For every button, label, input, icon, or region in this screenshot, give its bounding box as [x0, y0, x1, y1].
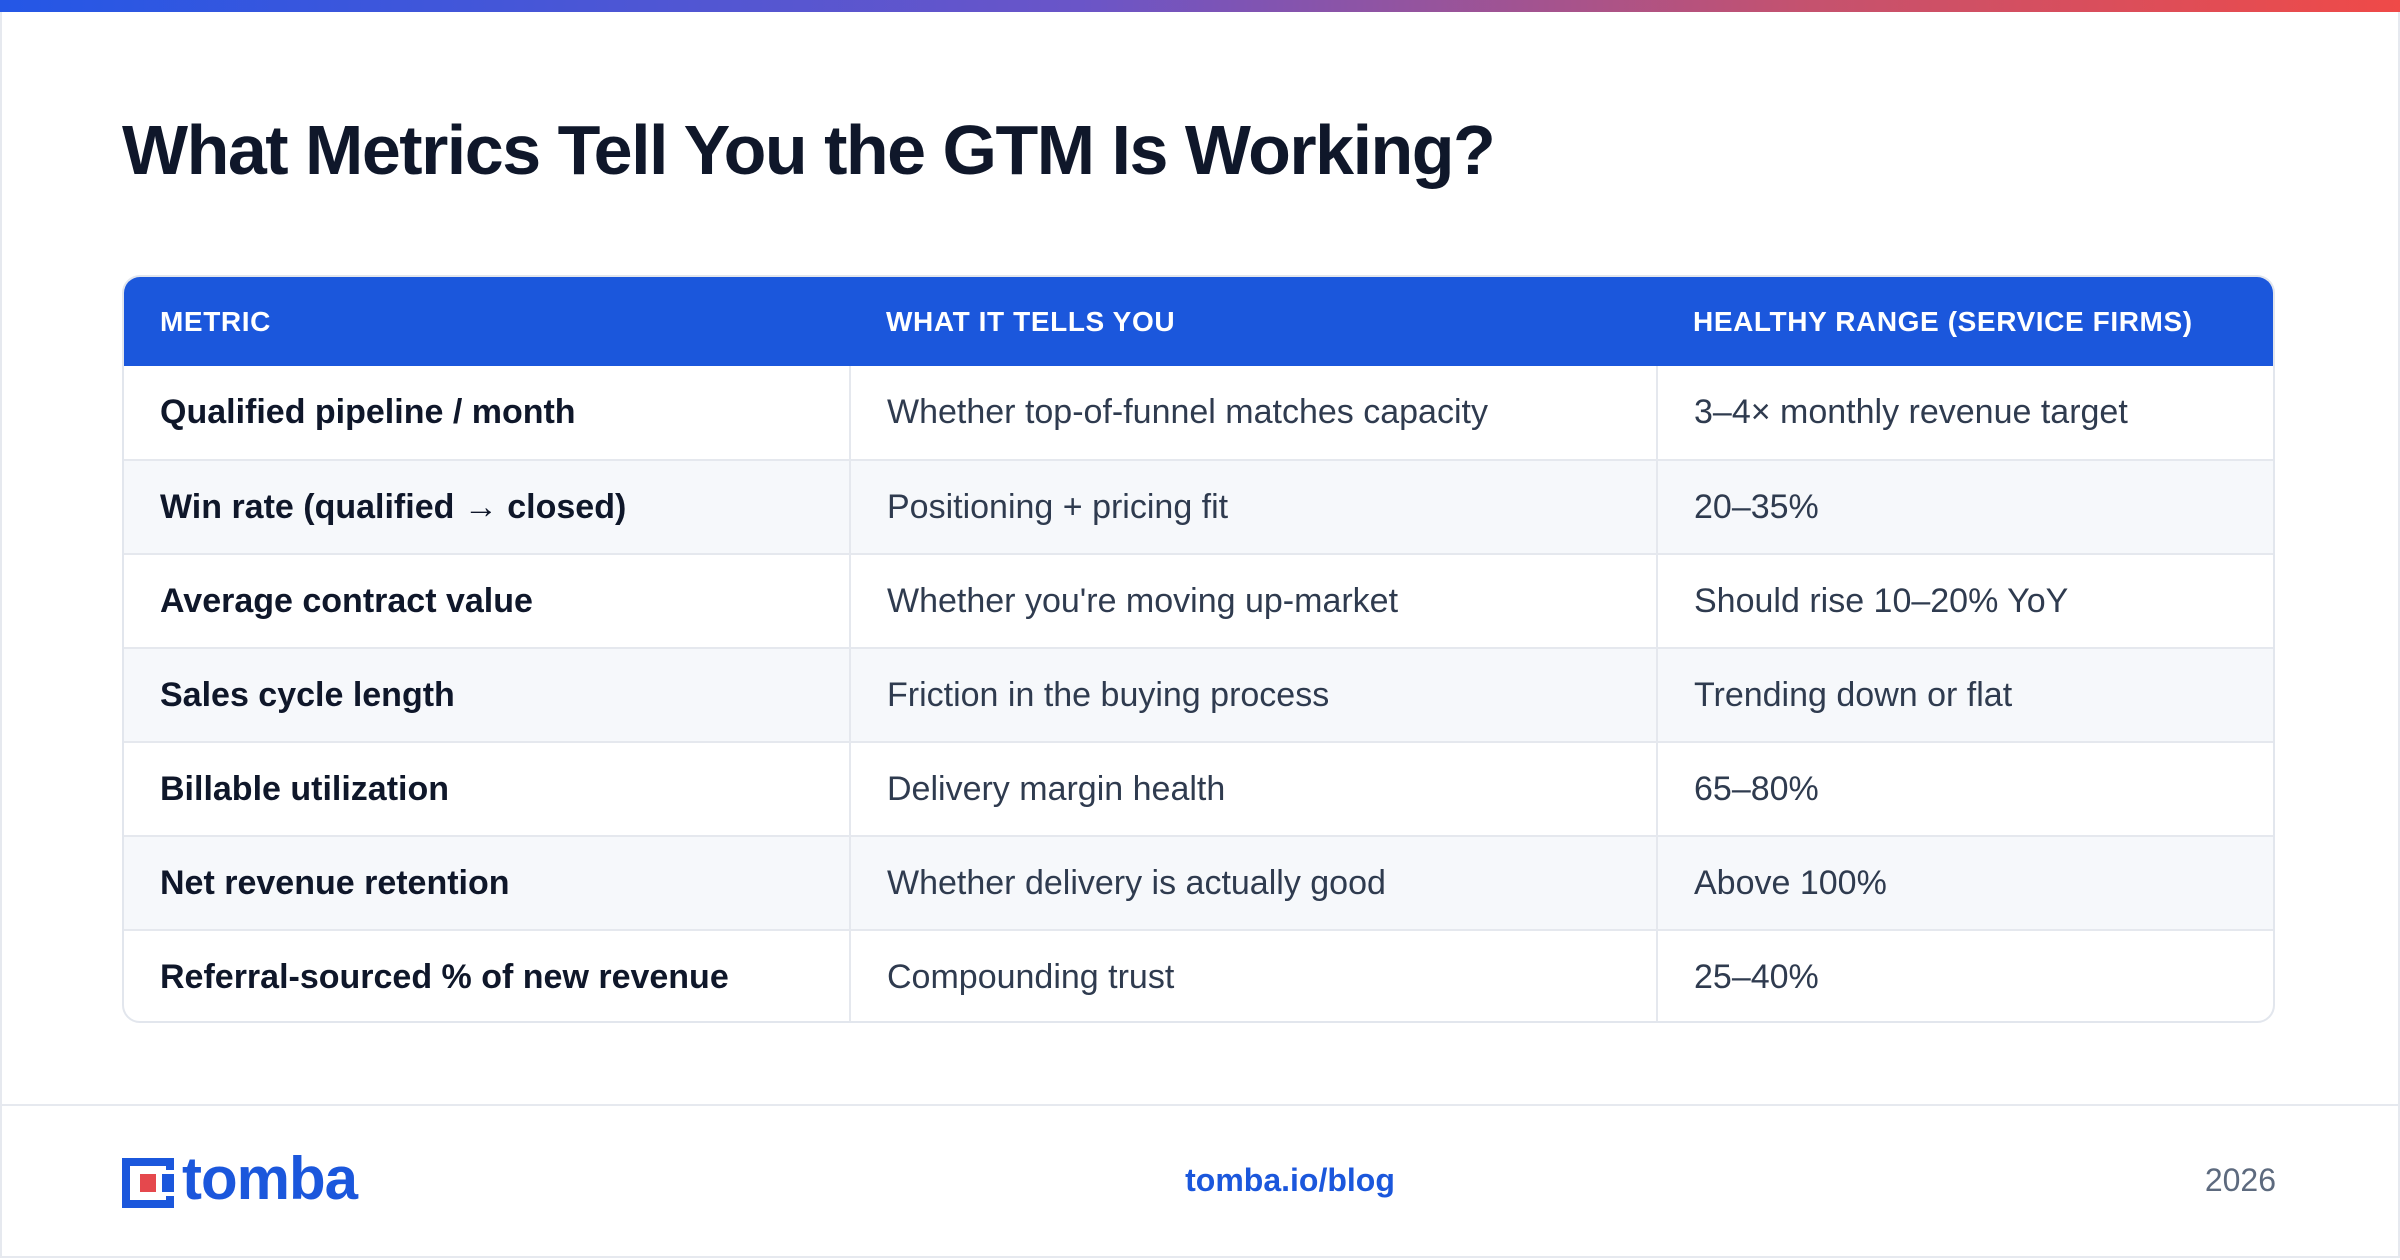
table-row: Win rate (qualified → closed) Positionin… — [124, 459, 2273, 554]
logo-wordmark: tomba — [182, 1145, 358, 1212]
table-row: Qualified pipeline / month Whether top-o… — [124, 366, 2273, 460]
table-row: Billable utilization Delivery margin hea… — [124, 741, 2273, 836]
meaning-cell: Whether you're moving up-market — [849, 553, 1657, 648]
table-row: Referral-sourced % of new revenue Compou… — [124, 929, 2273, 1021]
header-metric: METRIC — [160, 305, 271, 337]
metric-cell: Win rate (qualified → closed) — [124, 459, 850, 554]
range-cell: 3–4× monthly revenue target — [1656, 366, 2273, 460]
header-what-it-tells-you: WHAT IT TELLS YOU — [886, 305, 1176, 337]
meaning-cell: Friction in the buying process — [849, 647, 1657, 742]
table-row: Net revenue retention Whether delivery i… — [124, 835, 2273, 930]
range-cell: Above 100% — [1656, 835, 2273, 930]
gradient-accent-bar — [0, 0, 2400, 12]
meaning-cell: Compounding trust — [849, 929, 1657, 1021]
range-cell: 25–40% — [1656, 929, 2273, 1021]
tomba-logo[interactable]: tomba — [122, 1149, 358, 1209]
table-row: Average contract value Whether you're mo… — [124, 553, 2273, 648]
footer-year: 2026 — [2204, 1162, 2276, 1198]
meaning-cell: Delivery margin health — [849, 741, 1657, 836]
table-header: METRIC WHAT IT TELLS YOU HEALTHY RANGE (… — [124, 277, 2273, 366]
table-header-row: METRIC WHAT IT TELLS YOU HEALTHY RANGE (… — [124, 277, 2273, 366]
metrics-table: METRIC WHAT IT TELLS YOU HEALTHY RANGE (… — [124, 277, 2273, 1021]
metrics-table-card: METRIC WHAT IT TELLS YOU HEALTHY RANGE (… — [122, 275, 2275, 1023]
tomba-logo-icon — [122, 1158, 174, 1208]
range-cell: Should rise 10–20% YoY — [1656, 553, 2273, 648]
meaning-cell: Whether top-of-funnel matches capacity — [849, 366, 1657, 460]
range-cell: 65–80% — [1656, 741, 2273, 836]
footer-divider — [0, 1104, 2400, 1106]
metric-cell: Qualified pipeline / month — [160, 393, 576, 431]
metric-cell: Sales cycle length — [124, 647, 850, 742]
blog-link[interactable]: tomba.io/blog — [1185, 1162, 1395, 1198]
metric-cell: Net revenue retention — [124, 835, 850, 930]
page-title: What Metrics Tell You the GTM Is Working… — [122, 111, 1496, 189]
meaning-cell: Positioning + pricing fit — [849, 459, 1657, 554]
table-row: Sales cycle length Friction in the buyin… — [124, 647, 2273, 742]
header-healthy-range: HEALTHY RANGE (SERVICE FIRMS) — [1693, 305, 2193, 337]
range-cell: 20–35% — [1656, 459, 2273, 554]
range-cell: Trending down or flat — [1656, 647, 2273, 742]
metric-cell: Billable utilization — [124, 741, 850, 836]
table-body: Qualified pipeline / month Whether top-o… — [124, 366, 2273, 1021]
meaning-cell: Whether delivery is actually good — [849, 835, 1657, 930]
metric-cell: Referral-sourced % of new revenue — [124, 929, 850, 1021]
metric-cell: Average contract value — [124, 553, 850, 648]
